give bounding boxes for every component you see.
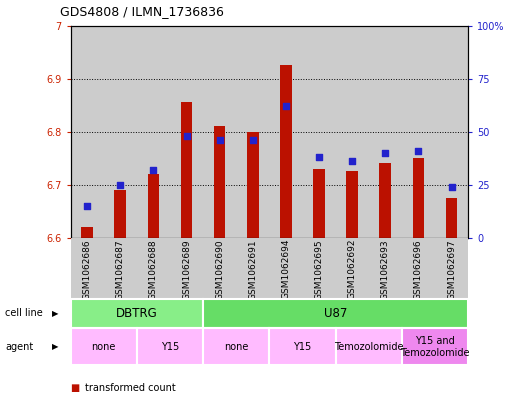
- Text: GSM1062695: GSM1062695: [314, 239, 324, 299]
- Text: transformed count: transformed count: [85, 383, 176, 393]
- Point: [83, 203, 92, 209]
- Bar: [203, 238, 236, 299]
- Text: agent: agent: [5, 342, 33, 352]
- Bar: [269, 328, 336, 365]
- Text: GSM1062689: GSM1062689: [182, 239, 191, 299]
- Point: [381, 150, 390, 156]
- Point: [248, 137, 257, 143]
- Bar: [402, 26, 435, 238]
- Text: GDS4808 / ILMN_1736836: GDS4808 / ILMN_1736836: [60, 5, 224, 18]
- Text: GSM1062687: GSM1062687: [116, 239, 125, 299]
- Text: ▶: ▶: [52, 309, 59, 318]
- Text: U87: U87: [324, 307, 347, 320]
- Point: [183, 133, 191, 139]
- Text: GSM1062690: GSM1062690: [215, 239, 224, 299]
- Bar: [82, 227, 93, 238]
- Text: GSM1062696: GSM1062696: [414, 239, 423, 299]
- Bar: [302, 238, 336, 299]
- Bar: [402, 238, 435, 299]
- Bar: [71, 328, 137, 365]
- Point: [414, 148, 423, 154]
- Bar: [104, 238, 137, 299]
- Bar: [137, 328, 203, 365]
- Bar: [336, 26, 369, 238]
- Bar: [402, 328, 468, 365]
- Bar: [446, 198, 457, 238]
- Bar: [336, 238, 369, 299]
- Text: Y15: Y15: [293, 342, 312, 352]
- Bar: [71, 26, 104, 238]
- Bar: [181, 103, 192, 238]
- Text: GSM1062697: GSM1062697: [447, 239, 456, 299]
- Text: GSM1062694: GSM1062694: [281, 239, 290, 299]
- Text: GSM1062692: GSM1062692: [348, 239, 357, 299]
- Text: ■: ■: [71, 383, 80, 393]
- Text: GSM1062686: GSM1062686: [83, 239, 92, 299]
- Bar: [170, 238, 203, 299]
- Bar: [435, 26, 468, 238]
- Bar: [269, 238, 302, 299]
- Text: GSM1062693: GSM1062693: [381, 239, 390, 299]
- Bar: [369, 26, 402, 238]
- Bar: [313, 169, 325, 238]
- Bar: [170, 26, 203, 238]
- Text: none: none: [224, 342, 248, 352]
- Bar: [269, 26, 302, 238]
- Text: none: none: [92, 342, 116, 352]
- Bar: [137, 26, 170, 238]
- Bar: [203, 299, 468, 328]
- Text: DBTRG: DBTRG: [116, 307, 158, 320]
- Point: [447, 184, 456, 190]
- Bar: [336, 328, 402, 365]
- Text: ▶: ▶: [52, 342, 59, 351]
- Point: [315, 154, 323, 160]
- Bar: [104, 26, 137, 238]
- Bar: [302, 26, 336, 238]
- Text: GSM1062688: GSM1062688: [149, 239, 158, 299]
- Bar: [247, 132, 258, 238]
- Bar: [346, 171, 358, 238]
- Bar: [147, 174, 159, 238]
- Point: [149, 167, 157, 173]
- Bar: [71, 238, 104, 299]
- Text: Temozolomide: Temozolomide: [334, 342, 403, 352]
- Bar: [214, 127, 225, 238]
- Bar: [380, 163, 391, 238]
- Point: [282, 103, 290, 109]
- Bar: [115, 190, 126, 238]
- Point: [116, 182, 124, 188]
- Bar: [236, 238, 269, 299]
- Bar: [369, 238, 402, 299]
- Text: GSM1062691: GSM1062691: [248, 239, 257, 299]
- Bar: [236, 26, 269, 238]
- Point: [215, 137, 224, 143]
- Bar: [203, 328, 269, 365]
- Bar: [435, 238, 468, 299]
- Text: Y15: Y15: [161, 342, 179, 352]
- Bar: [413, 158, 424, 238]
- Bar: [280, 65, 292, 238]
- Bar: [203, 26, 236, 238]
- Bar: [137, 238, 170, 299]
- Point: [348, 158, 356, 165]
- Text: Y15 and
Temozolomide: Y15 and Temozolomide: [400, 336, 470, 358]
- Text: cell line: cell line: [5, 309, 43, 318]
- Bar: [71, 299, 203, 328]
